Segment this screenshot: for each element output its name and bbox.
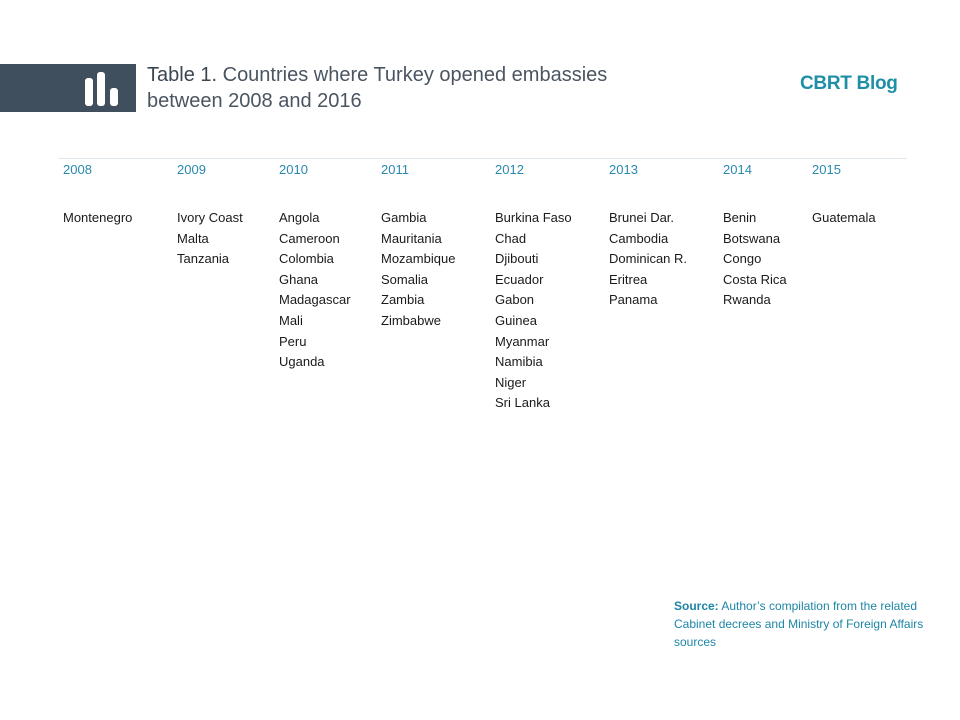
country-item: Cameroon [279,230,340,246]
country-item: Peru [279,333,307,349]
table-header-rule [58,158,907,159]
country-item: Dominican R. [609,251,688,267]
country-item: Gambia [381,210,427,225]
title-rest: Countries where Turkey opened embassies [217,64,608,86]
country-item: Ecuador [495,271,544,287]
country-item: Colombia [279,251,334,267]
country-list: Angola Cameroon Colombia Ghana Madagascar Mal… [279,208,351,373]
country-list: Guatemala [812,208,876,229]
country-item: Namibia [495,354,543,370]
table-column-2015: 2015 Guatemala [812,162,876,229]
country-item: Ivory Coast [177,210,243,225]
table-column-2011: 2011 Gambia Mauritania Mozambique Somalia Zam… [381,162,455,332]
country-list: Ivory Coast Malta Tanzania [177,208,243,270]
country-item: Zimbabwe [381,312,441,328]
country-item: Guatemala [812,210,876,225]
country-item: Cambodia [609,230,669,246]
country-item: Angola [279,210,320,225]
country-item: Montenegro [63,210,133,225]
country-item: Malta [177,230,209,246]
table-column-2008: 2008 Montenegro [63,162,132,229]
country-item: Ghana [279,271,319,287]
year-header: 2013 [609,162,638,177]
country-item: Panama [609,292,658,308]
year-header: 2014 [723,162,752,177]
country-list: Gambia Mauritania Mozambique Somalia Zambia Z… [381,208,455,332]
country-item: Chad [495,230,527,246]
title-prefix: Table 1. [147,64,218,86]
year-header: 2008 [63,162,92,177]
country-item: Somalia [381,271,428,287]
country-item: Djibouti [495,251,539,267]
year-header: 2011 [381,162,409,177]
country-item: Myanmar [495,333,550,349]
year-header: 2010 [279,162,308,177]
country-list: Montenegro [63,208,132,229]
country-item: Mali [279,312,303,328]
country-item: Costa Rica [723,271,787,287]
country-item: Madagascar [279,292,351,308]
country-item: Uganda [279,354,325,370]
country-item: Zambia [381,292,425,308]
country-item: Mozambique [381,251,456,267]
year-header: 2009 [177,162,206,177]
table-column-2009: 2009 Ivory Coast Malta Tanzania [177,162,243,270]
page-title: Table 1. Countries where Turkey opened e… [147,62,707,114]
country-item: Burkina Faso [495,210,572,225]
country-item: Niger [495,374,527,390]
country-item: Benin [723,210,757,225]
country-item: Congo [723,251,762,267]
source-label: Source: [674,599,719,613]
country-item: Eritrea [609,271,648,287]
country-list: Burkina Faso Chad Djibouti Ecuador Gabon Guin… [495,208,572,414]
table-column-2014: 2014 Benin Botswana Congo Costa Rica Rwanda [723,162,787,311]
country-item: Rwanda [723,292,771,308]
country-item: Sri Lanka [495,395,550,411]
country-item: Botswana [723,230,781,246]
brand-logo: CBRT Blog [800,73,898,94]
country-item: Tanzania [177,251,230,267]
country-list: Brunei Dar. Cambodia Dominican R. Eritrea Pa… [609,208,687,311]
country-item: Gabon [495,292,535,308]
country-list: Benin Botswana Congo Costa Rica Rwanda [723,208,787,311]
year-header: 2015 [812,162,841,177]
source-note: Source: Author’s compilation from the re… [674,597,924,651]
table-column-2010: 2010 Angola Cameroon Colombia Ghana Madagasca… [279,162,351,373]
title-line2: between 2008 and 2016 [147,90,362,112]
bar-chart-icon [85,72,118,106]
country-item: Guinea [495,312,537,328]
country-item: Mauritania [381,230,442,246]
year-header: 2012 [495,162,524,177]
country-item: Brunei Dar. [609,210,675,225]
source-text: Author’s compilation from the related Ca… [674,599,924,649]
table-column-2013: 2013 Brunei Dar. Cambodia Dominican R. Eritr… [609,162,687,311]
table-column-2012: 2012 Burkina Faso Chad Djibouti Ecuador Gabon… [495,162,572,414]
